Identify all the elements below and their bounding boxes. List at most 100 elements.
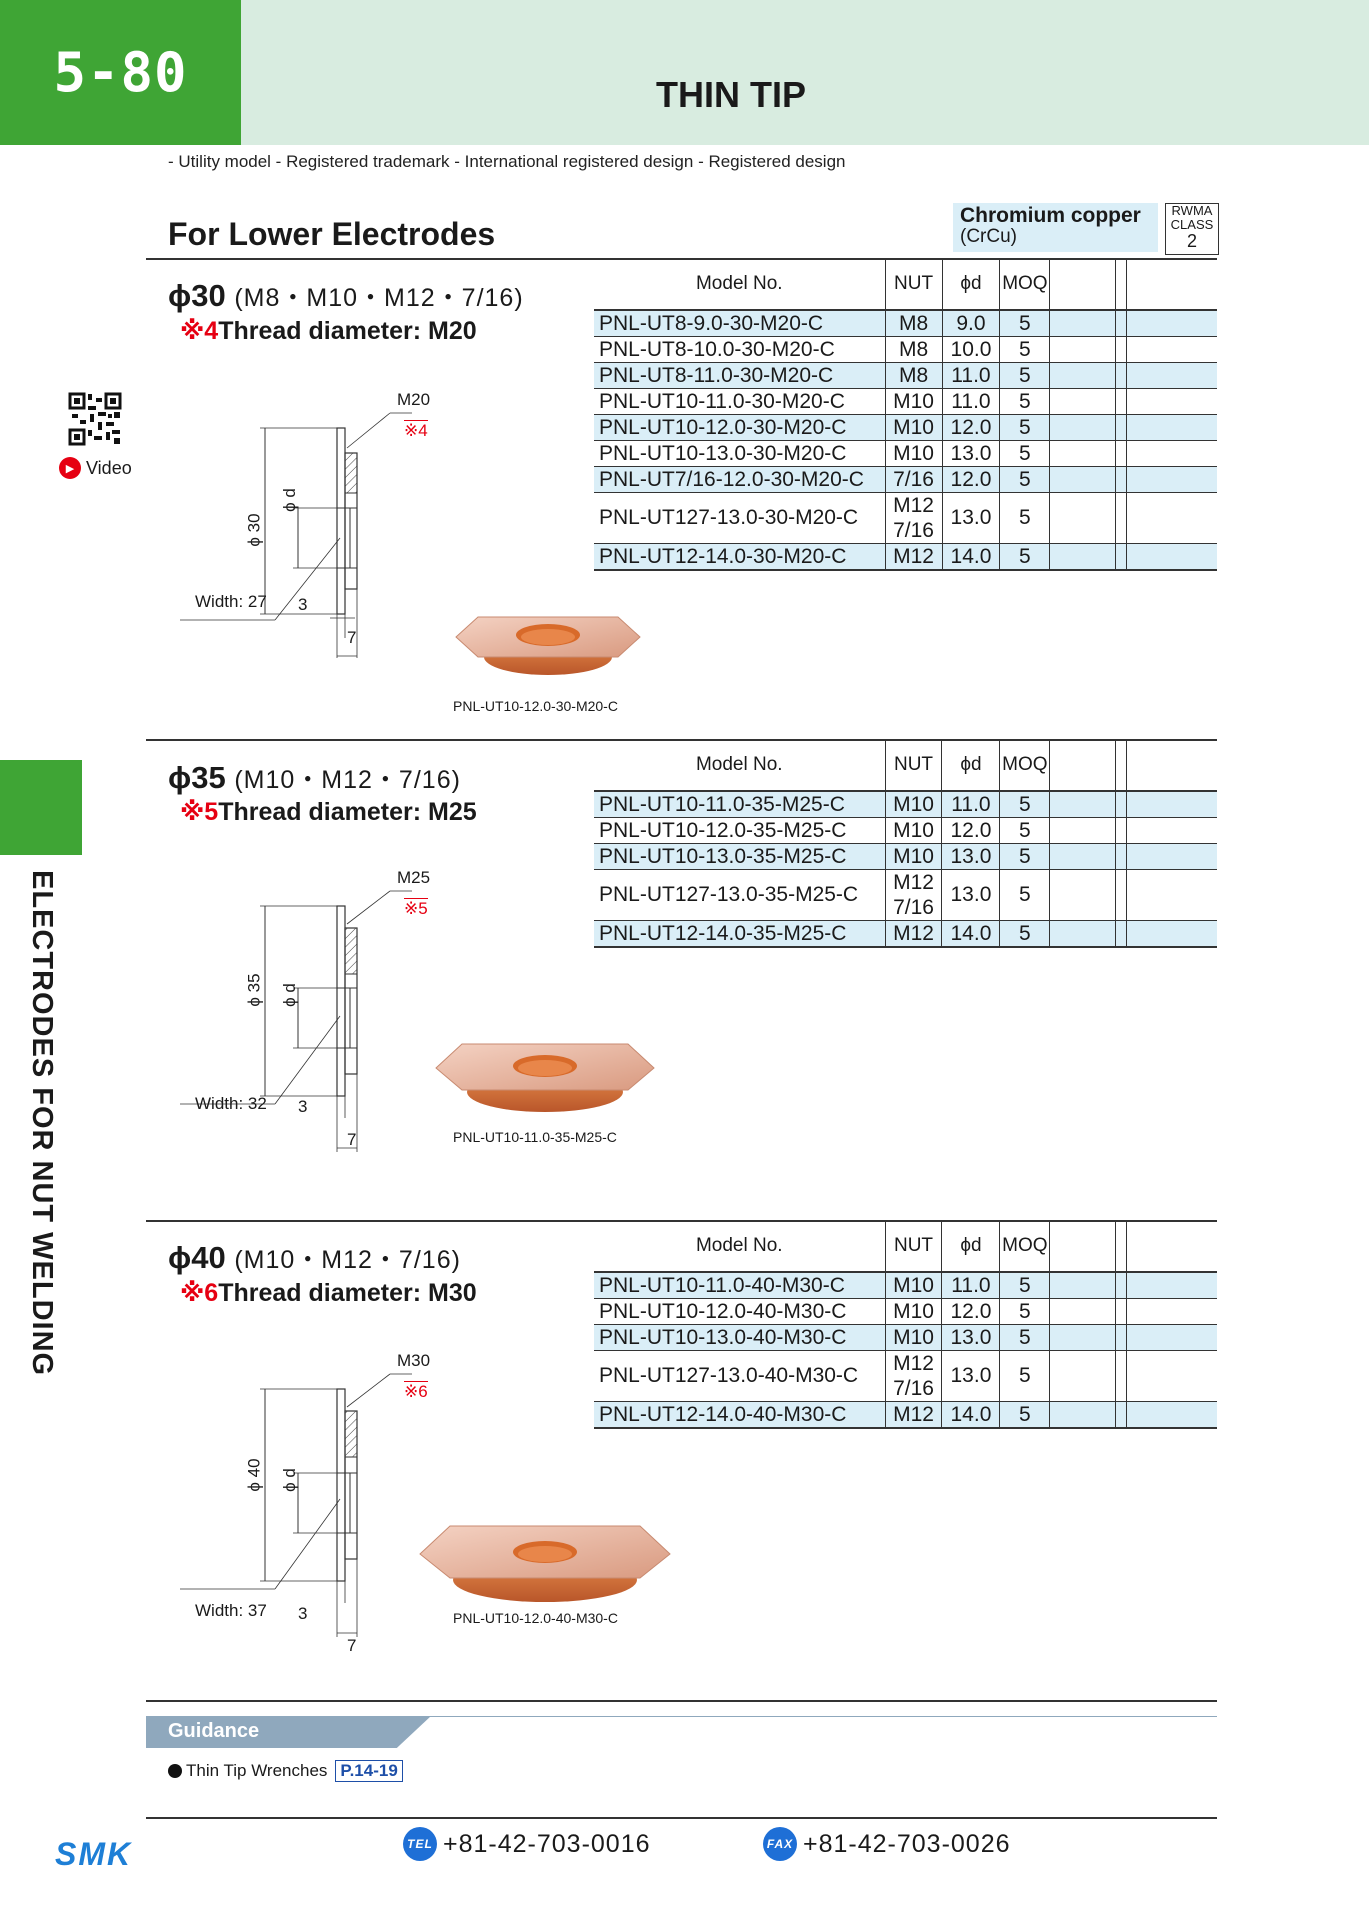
model-no: PNL-UT10-11.0-40-M30-C xyxy=(594,1272,886,1299)
nut: 7/16 xyxy=(884,466,943,493)
col-model: Model No. xyxy=(695,273,783,294)
col-moq: MOQ xyxy=(999,740,1050,791)
video-label: Video xyxy=(86,457,132,478)
moq: 5 xyxy=(999,1298,1050,1325)
model-no: PNL-UT8-10.0-30-M20-C xyxy=(599,337,835,361)
drawing-note-mark: ※6 xyxy=(404,1381,428,1401)
note-mark: ※4 xyxy=(180,317,219,345)
page-reference-link[interactable]: P.14-19 xyxy=(335,1760,403,1782)
moq: 5 xyxy=(999,414,1050,441)
nut: M10 xyxy=(884,791,942,818)
table-row: PNL-UT10-12.0-35-M25-C M10 12.0 5 xyxy=(594,817,1217,844)
thread-note: ※4Thread diameter: M20 xyxy=(180,316,477,346)
d: 14.0 xyxy=(941,1401,1000,1428)
rwma-line2: CLASS xyxy=(1170,217,1214,232)
drawing-dim-7: 7 xyxy=(347,628,357,647)
nut-line2: 7/16 xyxy=(893,519,934,542)
model-no: PNL-UT10-12.0-40-M30-C xyxy=(599,1299,847,1323)
d: 14.0 xyxy=(941,920,1000,947)
moq: 5 xyxy=(999,543,1050,570)
col-moq: MOQ xyxy=(999,1221,1050,1272)
phi-size: ϕ40 xyxy=(168,1240,226,1275)
section-heading: ϕ30 (M8・M10・M12・7/16) xyxy=(168,278,524,314)
table-row: PNL-UT127-13.0-30-M20-C M12 7/16 13.0 5 xyxy=(594,492,1217,544)
page-title: THIN TIP xyxy=(656,74,806,115)
col-d: ϕd xyxy=(941,740,1000,791)
drawing-outer-dia: ϕ 35 xyxy=(244,973,264,1007)
nut: M12 xyxy=(884,920,942,947)
d: 13.0 xyxy=(941,1350,1000,1402)
video-link[interactable]: ▶ Video xyxy=(59,457,132,479)
divider xyxy=(146,739,1217,741)
model-no: PNL-UT7/16-12.0-30-M20-C xyxy=(594,466,886,493)
d: 13.0 xyxy=(941,843,1000,870)
nut: M10 xyxy=(884,440,943,467)
nut: M10 xyxy=(884,817,942,844)
phi-size: ϕ30 xyxy=(168,278,226,313)
col-nut: NUT xyxy=(884,259,943,310)
fax-contact: FAX +81-42-703-0026 xyxy=(763,1827,1011,1861)
table-row: PNL-UT7/16-12.0-30-M20-C 7/16 12.0 5 xyxy=(594,466,1217,493)
thread-diameter: Thread diameter: M30 xyxy=(218,1279,477,1307)
moq: 5 xyxy=(999,920,1050,947)
table-row: PNL-UT12-14.0-30-M20-C M12 14.0 5 xyxy=(594,543,1217,570)
col-blank xyxy=(1125,1221,1217,1272)
col-blank xyxy=(1049,1221,1116,1272)
technical-drawing xyxy=(180,412,412,658)
drawing-outer-dia: ϕ 40 xyxy=(244,1458,264,1492)
photo-caption: PNL-UT10-12.0-30-M20-C xyxy=(453,698,618,714)
table-row: PNL-UT10-11.0-30-M20-C M10 11.0 5 xyxy=(594,388,1217,415)
moq: 5 xyxy=(999,466,1050,493)
d: 11.0 xyxy=(941,1272,1000,1299)
drawing-width: Width: 27 xyxy=(195,592,267,611)
nut-sizes: (M10・M12・7/16) xyxy=(234,766,461,794)
d: 12.0 xyxy=(941,466,1000,493)
divider xyxy=(146,1700,1217,1702)
drawing-dim-3: 3 xyxy=(298,1097,308,1116)
nut: M8 xyxy=(884,362,943,389)
photo-caption: PNL-UT10-12.0-40-M30-C xyxy=(453,1610,618,1626)
nut: M10 xyxy=(884,1298,942,1325)
model-no: PNL-UT10-13.0-40-M30-C xyxy=(594,1324,886,1351)
table-row: PNL-UT127-13.0-40-M30-C M12 7/16 13.0 5 xyxy=(594,1350,1217,1402)
model-no: PNL-UT127-13.0-35-M25-C xyxy=(599,883,859,906)
drawing-width: Width: 37 xyxy=(195,1601,267,1620)
category-title: For Lower Electrodes xyxy=(168,216,496,252)
moq: 5 xyxy=(999,1272,1050,1299)
note-mark: ※5 xyxy=(180,798,219,826)
fax-icon: FAX xyxy=(763,1827,797,1861)
drawing-dim-3: 3 xyxy=(298,595,308,614)
guidance-rule xyxy=(146,1716,1217,1717)
d: 10.0 xyxy=(941,336,1000,363)
table-row: PNL-UT10-13.0-30-M20-C M10 13.0 5 xyxy=(594,440,1217,467)
d: 11.0 xyxy=(941,791,1000,818)
col-d: ϕd xyxy=(941,1221,1000,1272)
vertical-category-label: ELECTRODES FOR NUT WELDING xyxy=(26,870,58,1377)
model-no: PNL-UT12-14.0-40-M30-C xyxy=(594,1401,886,1428)
footer-divider xyxy=(146,1817,1217,1819)
thread-note: ※5Thread diameter: M25 xyxy=(180,797,477,827)
model-no: PNL-UT8-9.0-30-M20-C xyxy=(594,310,886,337)
col-model: Model No. xyxy=(695,754,783,775)
nut-line1: M12 xyxy=(893,871,934,894)
nut: M10 xyxy=(884,1272,942,1299)
col-blank xyxy=(1125,740,1217,791)
model-no: PNL-UT12-14.0-30-M20-C xyxy=(594,543,886,570)
model-no: PNL-UT10-13.0-35-M25-C xyxy=(594,843,886,870)
model-no: PNL-UT10-12.0-30-M20-C xyxy=(594,414,886,441)
table-row: PNL-UT10-12.0-40-M30-C M10 12.0 5 xyxy=(594,1298,1217,1325)
drawing-dim-3: 3 xyxy=(298,1604,308,1623)
product-photo xyxy=(419,1525,671,1602)
model-no: PNL-UT10-13.0-30-M20-C xyxy=(599,441,847,465)
col-blank xyxy=(1125,259,1217,310)
table-row: PNL-UT8-9.0-30-M20-C M8 9.0 5 xyxy=(594,310,1217,337)
moq: 5 xyxy=(999,388,1050,415)
drawing-outer-dia: ϕ 30 xyxy=(244,513,264,547)
qr-code-icon[interactable] xyxy=(68,392,122,446)
nut: M10 xyxy=(884,1324,942,1351)
fax-number: +81-42-703-0026 xyxy=(803,1829,1011,1858)
photo-caption: PNL-UT10-11.0-35-M25-C xyxy=(453,1129,617,1145)
legal-notes: - Utility model - Registered trademark -… xyxy=(168,152,846,171)
col-blank xyxy=(1049,740,1116,791)
material-name: Chromium copper xyxy=(960,204,1141,227)
